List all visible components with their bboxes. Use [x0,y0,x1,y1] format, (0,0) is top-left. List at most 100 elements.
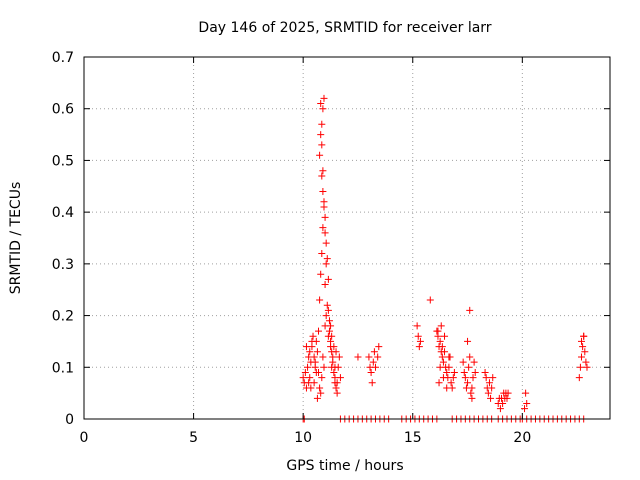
data-point [305,379,313,387]
data-point [306,348,314,356]
data-point [504,389,512,397]
y-tick-label: 0.7 [52,50,74,66]
data-point [459,358,467,366]
data-point [503,394,511,402]
data-point [329,353,337,361]
chart-title: Day 146 of 2025, SRMTID for receiver lar… [198,20,491,36]
data-point [489,374,497,382]
data-point [484,389,492,397]
data-point [468,394,476,402]
data-point [324,332,332,340]
data-point [371,363,379,371]
data-point [309,332,317,340]
data-point [487,394,495,402]
data-point [335,353,343,361]
data-point [441,348,449,356]
data-point [321,213,329,221]
data-point [317,389,325,397]
data-point [461,374,469,382]
data-point [316,296,324,304]
data-point [328,363,336,371]
y-tick-label: 0.3 [52,257,74,273]
data-point [322,260,330,268]
data-point [496,405,504,413]
data-point [576,363,584,371]
data-point [316,384,324,392]
data-point [523,399,531,407]
data-point [301,368,309,376]
data-point [320,363,328,371]
data-point [321,229,329,237]
data-point [374,353,382,361]
data-point [318,120,326,128]
data-point [521,405,529,413]
data-point [323,255,331,263]
data-point [330,343,338,351]
data-point [317,100,325,108]
x-tick-label: 10 [294,430,312,446]
data-point [471,368,479,376]
data-point [441,332,449,340]
data-point [413,322,421,330]
data-point [317,270,325,278]
data-point [306,374,314,382]
data-point [481,368,489,376]
data-point [322,312,330,320]
x-tick-label: 20 [513,430,531,446]
data-point [324,275,332,283]
data-point [318,374,326,382]
data-point [581,348,589,356]
data-point [319,187,327,195]
data-point [319,353,327,361]
data-point [445,353,453,361]
data-point [375,343,383,351]
data-point [468,384,476,392]
data-point [321,281,329,289]
data-point [522,389,530,397]
data-point [318,250,326,258]
data-point [323,301,331,309]
data-point [313,348,321,356]
data-point [311,358,319,366]
data-point [299,374,307,382]
grid [84,57,610,419]
data-point [583,363,591,371]
y-tick-label: 0 [65,412,74,428]
data-point [449,374,457,382]
data-point [466,353,474,361]
data-point [438,353,446,361]
data-point [315,327,323,335]
data-point [332,348,340,356]
data-point [325,327,333,335]
data-point [367,368,375,376]
data-point [464,379,472,387]
data-point [330,368,338,376]
data-point [302,343,310,351]
data-point [320,94,328,102]
data-point [332,384,340,392]
data-point [488,384,496,392]
data-point [325,317,333,325]
data-point [467,389,475,397]
y-axis-label: SRMTID / TECUs [8,182,24,295]
x-tick-label: 15 [404,430,422,446]
data-point [436,363,444,371]
y-tick-label: 0.5 [52,153,74,169]
x-tick-label: 0 [80,430,89,446]
data-point [322,239,330,247]
data-point [333,379,341,387]
data-point [579,343,587,351]
data-point [438,343,446,351]
data-point [435,379,443,387]
data-point [327,322,335,330]
data-point [307,384,315,392]
data-point [304,363,312,371]
data-point [470,358,478,366]
data-point [320,198,328,206]
data-point [319,105,327,113]
data-point [426,296,434,304]
data-point [414,332,422,340]
axis-ticks: 0 5 10 15 20 0 0.1 0.2 0.3 0.4 0.5 0.6 0.7 [52,50,610,446]
data-point [482,374,490,382]
data-point [416,337,424,345]
